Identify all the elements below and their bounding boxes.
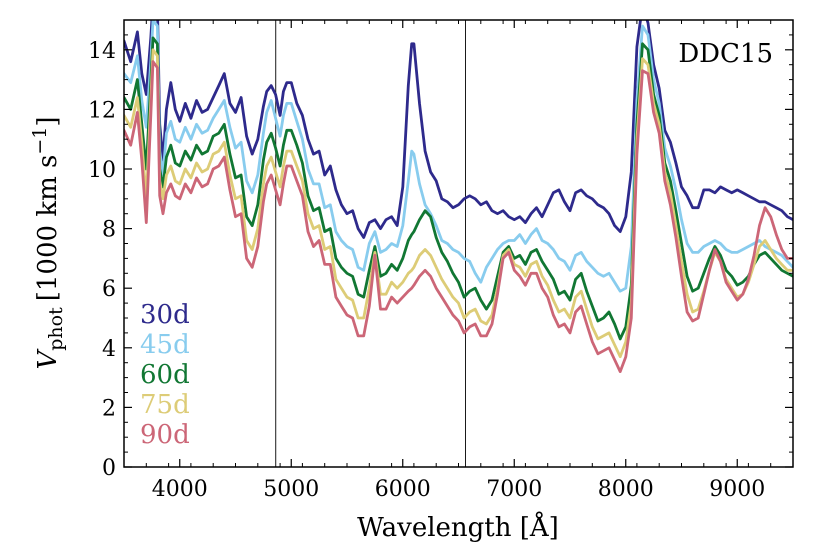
x-tick-label: 8000 xyxy=(598,477,654,502)
x-tick-label: 7000 xyxy=(486,477,542,502)
y-axis-label: Vphot [1000 km s−1] xyxy=(29,116,67,369)
y-tick-label: 6 xyxy=(102,277,116,302)
y-label-exponent: −1 xyxy=(29,127,51,155)
y-label-main: V xyxy=(33,349,63,370)
series-line-90d xyxy=(124,60,793,374)
model-label: DDC15 xyxy=(678,39,773,69)
legend-entry-45d: 45d xyxy=(140,330,190,360)
x-tick-label: 4000 xyxy=(152,477,208,502)
legend-entry-90d: 90d xyxy=(140,420,190,450)
plot-frame xyxy=(123,19,794,468)
y-label-units: [1000 km s xyxy=(33,155,63,302)
x-tick-label: 6000 xyxy=(375,477,431,502)
y-tick-label: 4 xyxy=(102,337,116,362)
y-tick-label: 12 xyxy=(88,98,116,123)
series-line-45d xyxy=(124,20,793,293)
axis-ticks: 4000 5000 6000 7000 8000 9000 0 2 4 6 8 10 12 14 xyxy=(88,20,794,502)
series-lines xyxy=(124,20,793,374)
y-label-close: ] xyxy=(33,116,63,126)
legend-entry-60d: 60d xyxy=(140,360,190,390)
y-label-subscript: phot xyxy=(45,307,67,351)
y-tick-label: 14 xyxy=(88,39,116,64)
x-tick-label: 9000 xyxy=(709,477,765,502)
legend-entry-30d: 30d xyxy=(140,300,190,330)
legend-entry-75d: 75d xyxy=(140,390,190,420)
x-tick-label: 5000 xyxy=(263,477,319,502)
y-tick-label: 0 xyxy=(102,456,116,481)
series-line-60d xyxy=(124,36,793,341)
series-line-30d xyxy=(124,20,793,239)
series-line-75d xyxy=(124,48,793,359)
y-tick-label: 10 xyxy=(88,158,116,183)
x-axis-label: Wavelength [Å] xyxy=(357,511,559,543)
y-tick-label: 8 xyxy=(102,218,116,243)
y-tick-label: 2 xyxy=(102,396,116,421)
